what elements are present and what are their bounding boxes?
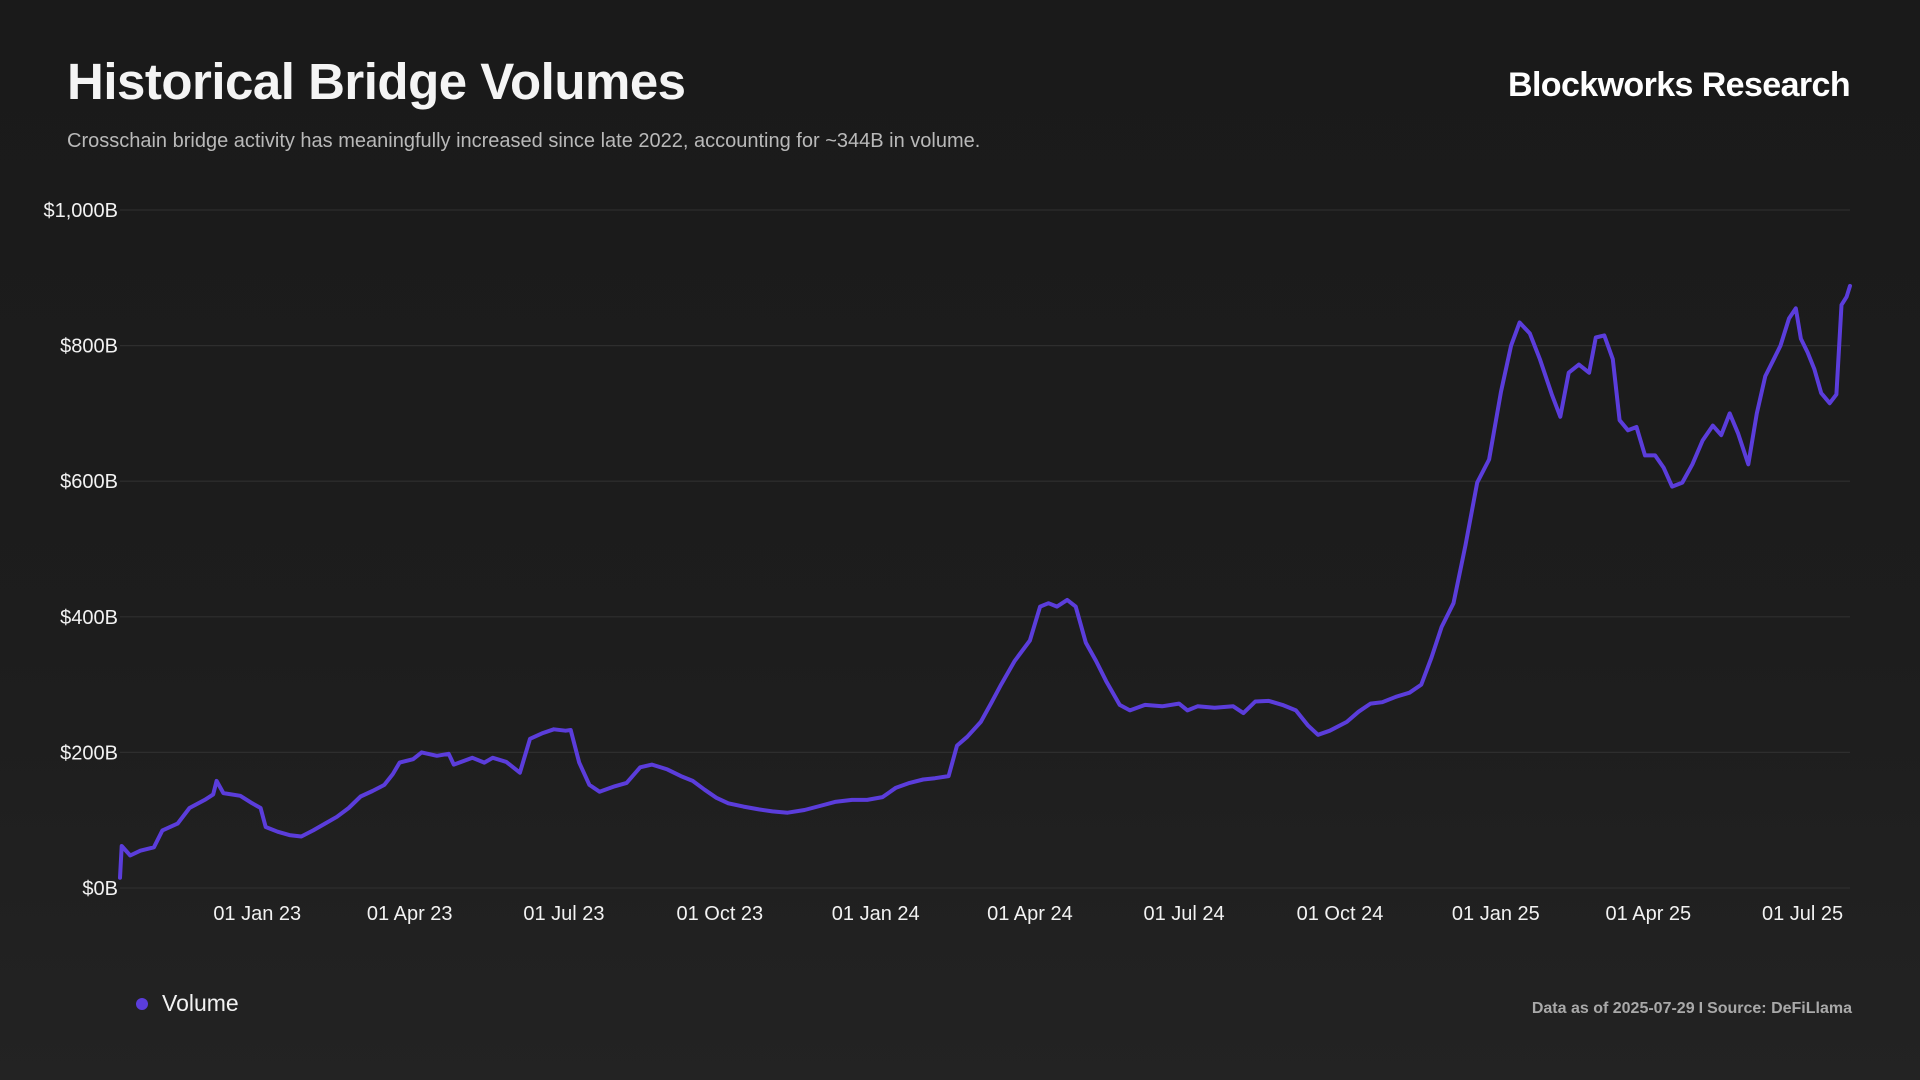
- brand-logo: Blockworks Research: [1508, 66, 1851, 104]
- series-line-volume: [118, 283, 1852, 880]
- y-tick-label: $1,000B: [43, 200, 118, 222]
- y-tick-label: $800B: [60, 336, 118, 358]
- x-tick-label: 01 Apr 24: [987, 903, 1073, 925]
- x-tick-label: 01 Apr 23: [367, 903, 453, 925]
- chart-title: Historical Bridge Volumes: [67, 53, 686, 110]
- x-axis-ticks: 01 Jan 23 01 Apr 23 01 Jul 23 01 Oct 23 01 J…: [213, 903, 1843, 925]
- legend-label-volume: Volume: [162, 990, 239, 1016]
- x-tick-label: 01 Jul 24: [1144, 903, 1225, 925]
- x-tick-label: 01 Oct 24: [1297, 903, 1384, 925]
- legend: Volume: [136, 990, 239, 1017]
- x-tick-label: 01 Jul 23: [523, 903, 604, 925]
- source-separator: I: [1698, 1000, 1704, 1017]
- series-layer: [118, 283, 1852, 880]
- y-tick-label: $200B: [60, 742, 118, 764]
- x-tick-label: 01 Oct 23: [676, 903, 763, 925]
- data-source-note: Source: DeFiLlama: [1707, 1000, 1852, 1017]
- y-tick-label: $600B: [60, 471, 118, 493]
- x-tick-label: 01 Jan 23: [213, 903, 301, 925]
- legend-swatch-volume: [136, 997, 148, 1010]
- y-tick-label: $400B: [60, 607, 118, 629]
- source-note: Data as of 2025-07-29 I Source: DeFiLlama: [1532, 1000, 1852, 1018]
- x-tick-label: 01 Apr 25: [1606, 903, 1692, 925]
- data-date-note: Data as of 2025-07-29: [1531, 1000, 1695, 1017]
- x-tick-label: 01 Jan 25: [1452, 903, 1540, 925]
- y-tick-label: $0B: [82, 878, 118, 900]
- grid-lines: [120, 209, 1850, 889]
- y-axis-ticks: $0B $200B $400B $600B $800B $1,000B: [43, 200, 118, 900]
- chart-subtitle: Crosschain bridge activity has meaningfu…: [67, 130, 981, 152]
- x-tick-label: 01 Jul 25: [1762, 903, 1843, 925]
- x-tick-label: 01 Jan 24: [832, 903, 920, 925]
